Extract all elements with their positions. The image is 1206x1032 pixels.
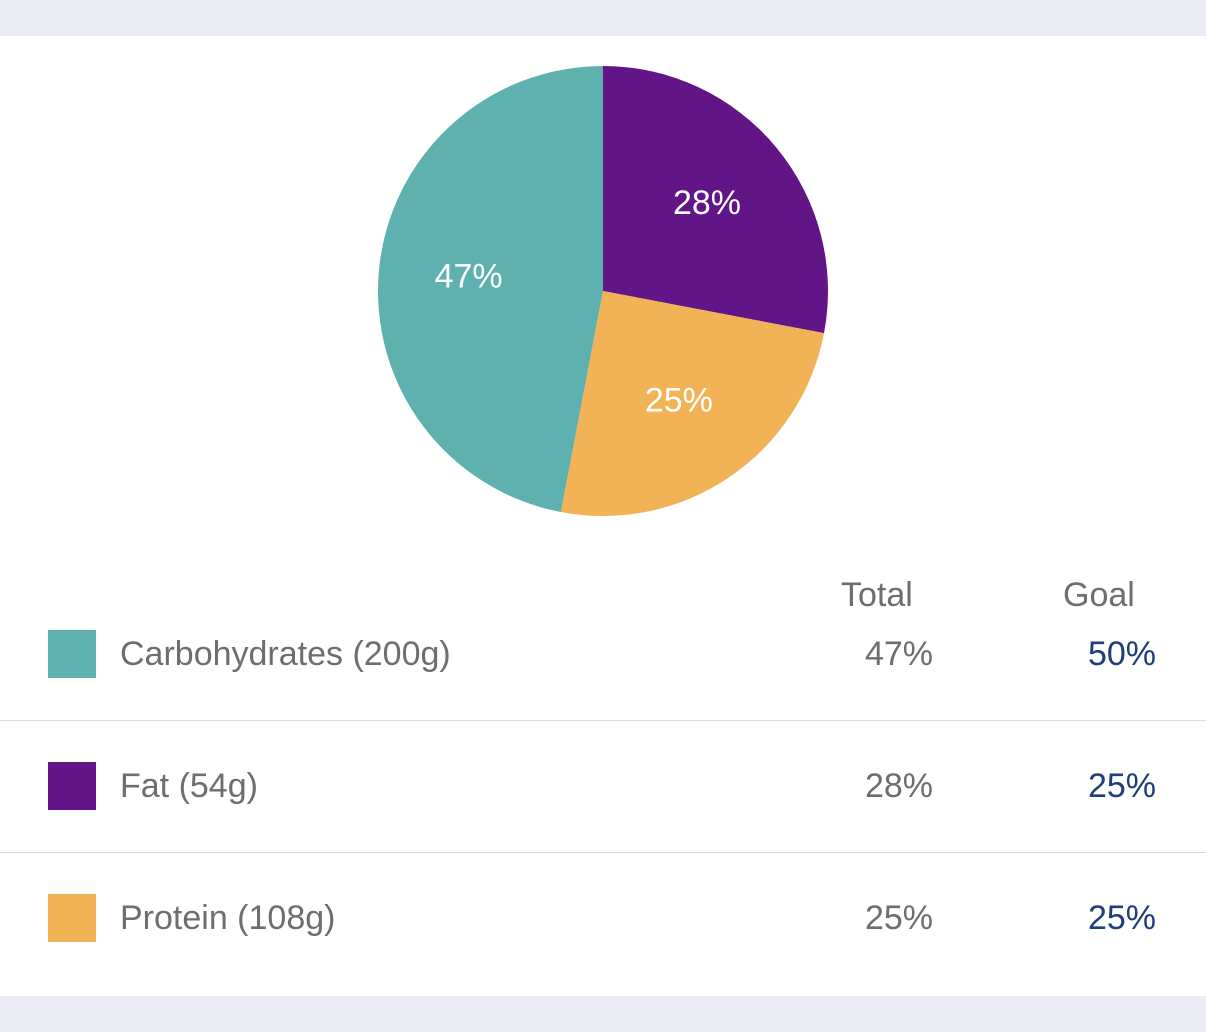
- total-column-header: Total: [841, 576, 913, 614]
- pie-slice-label-carbohydrates: 47%: [435, 257, 503, 295]
- table-row-fat: Fat (54g) 28% 25%: [0, 720, 1206, 853]
- pie-slice-fat: [603, 66, 828, 334]
- color-swatch: [48, 630, 96, 678]
- goal-column-header: Goal: [1063, 576, 1135, 614]
- macro-label: Fat (54g): [120, 767, 258, 805]
- color-swatch: [48, 894, 96, 942]
- macro-goal: 50%: [1087, 635, 1156, 673]
- macro-label: Carbohydrates (200g): [120, 635, 451, 673]
- table-row-carbohydrates: Carbohydrates (200g) 47% 50%: [0, 588, 1206, 721]
- table-row-protein: Protein (108g) 25% 25%: [0, 852, 1206, 984]
- pie-slice-label-protein: 25%: [645, 382, 713, 420]
- macro-goal: 25%: [1087, 899, 1156, 937]
- pie-slice-label-fat: 28%: [673, 184, 741, 222]
- macro-label: Protein (108g): [120, 899, 336, 937]
- color-swatch: [48, 762, 96, 810]
- macro-total: 47%: [864, 635, 933, 673]
- macro-goal: 25%: [1087, 767, 1156, 805]
- pie-slice-protein: [560, 291, 825, 516]
- macro-pie-chart: 28% 25% 47%: [378, 66, 828, 516]
- macro-total: 25%: [864, 899, 933, 937]
- macros-card: 28% 25% 47% Total Goal Carbohydrates (200g…: [0, 36, 1206, 996]
- macro-total: 28%: [864, 767, 933, 805]
- pie-slice-carbohydrates: [378, 66, 603, 513]
